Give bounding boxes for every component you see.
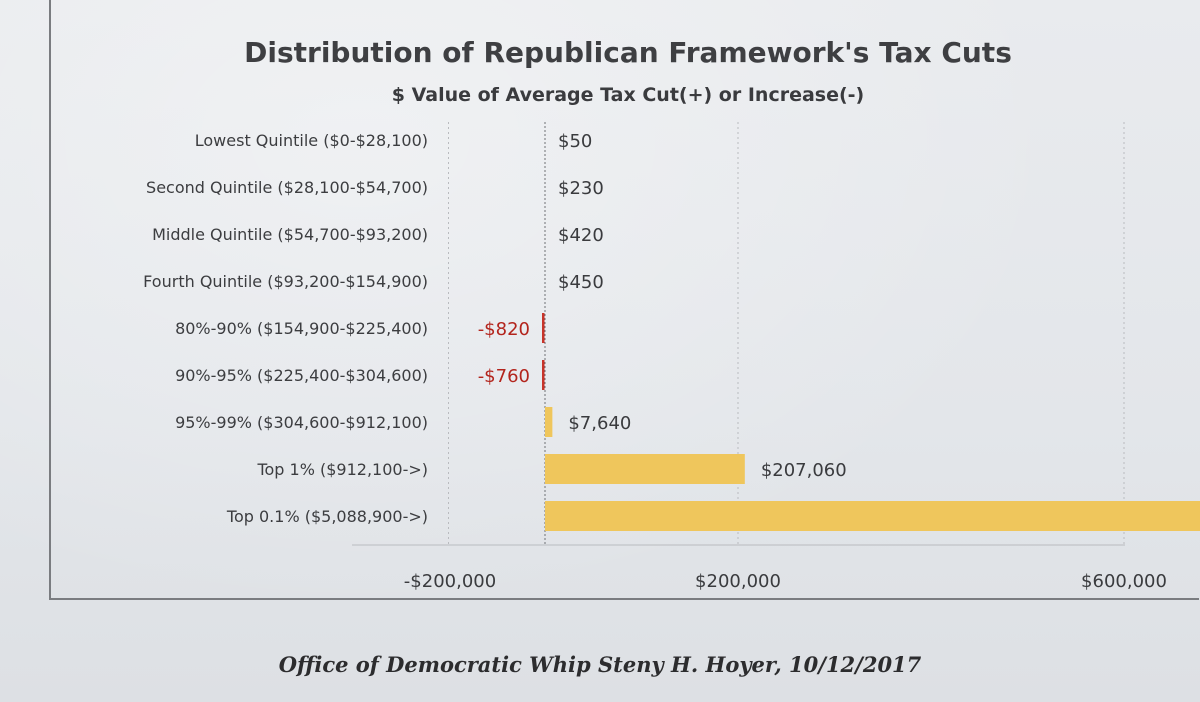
x-axis-ticks: -$200,000$200,000$600,000$1,000,000	[404, 571, 1167, 592]
bar-chart: Distribution of Republican Framework's T…	[143, 36, 1200, 592]
category-label: 90%-95% ($225,400-$304,600)	[175, 366, 428, 385]
chart-frame	[49, 0, 1199, 600]
value-label: $420	[558, 225, 604, 246]
value-labels: $50$230$420$450-$820-$760$7,640$207,060$…	[478, 131, 847, 481]
source-credit: Office of Democratic Whip Steny H. Hoyer…	[278, 652, 922, 677]
category-label: Middle Quintile ($54,700-$93,200)	[152, 225, 428, 244]
value-label: -$820	[478, 319, 530, 340]
x-tick-label: $200,000	[695, 571, 781, 592]
bar	[545, 501, 1200, 531]
x-tick-label: $600,000	[1081, 571, 1167, 592]
category-labels: Lowest Quintile ($0-$28,100) Second Quint…	[143, 131, 428, 526]
bar	[542, 313, 545, 343]
category-label: Fourth Quintile ($93,200-$154,900)	[143, 272, 428, 291]
value-label: -$760	[478, 366, 530, 387]
value-label: $450	[558, 272, 604, 293]
category-label: Top 0.1% ($5,088,900->)	[226, 507, 428, 526]
category-label: Lowest Quintile ($0-$28,100)	[195, 131, 428, 150]
bar	[542, 360, 545, 390]
value-label: $7,640	[568, 413, 631, 434]
category-label: 95%-99% ($304,600-$912,100)	[175, 413, 428, 432]
bar	[545, 407, 553, 437]
bar	[545, 454, 745, 484]
category-label: Second Quintile ($28,100-$54,700)	[146, 178, 428, 197]
chart-title: Distribution of Republican Framework's T…	[244, 36, 1012, 69]
value-label: $50	[558, 131, 592, 152]
category-label: 80%-90% ($154,900-$225,400)	[175, 319, 428, 338]
x-tick-label: -$200,000	[404, 571, 496, 592]
value-label: $207,060	[761, 460, 847, 481]
category-label: Top 1% ($912,100->)	[256, 460, 428, 479]
value-label: $230	[558, 178, 604, 199]
chart-subtitle: $ Value of Average Tax Cut(+) or Increas…	[392, 84, 864, 106]
bars	[542, 313, 1200, 531]
